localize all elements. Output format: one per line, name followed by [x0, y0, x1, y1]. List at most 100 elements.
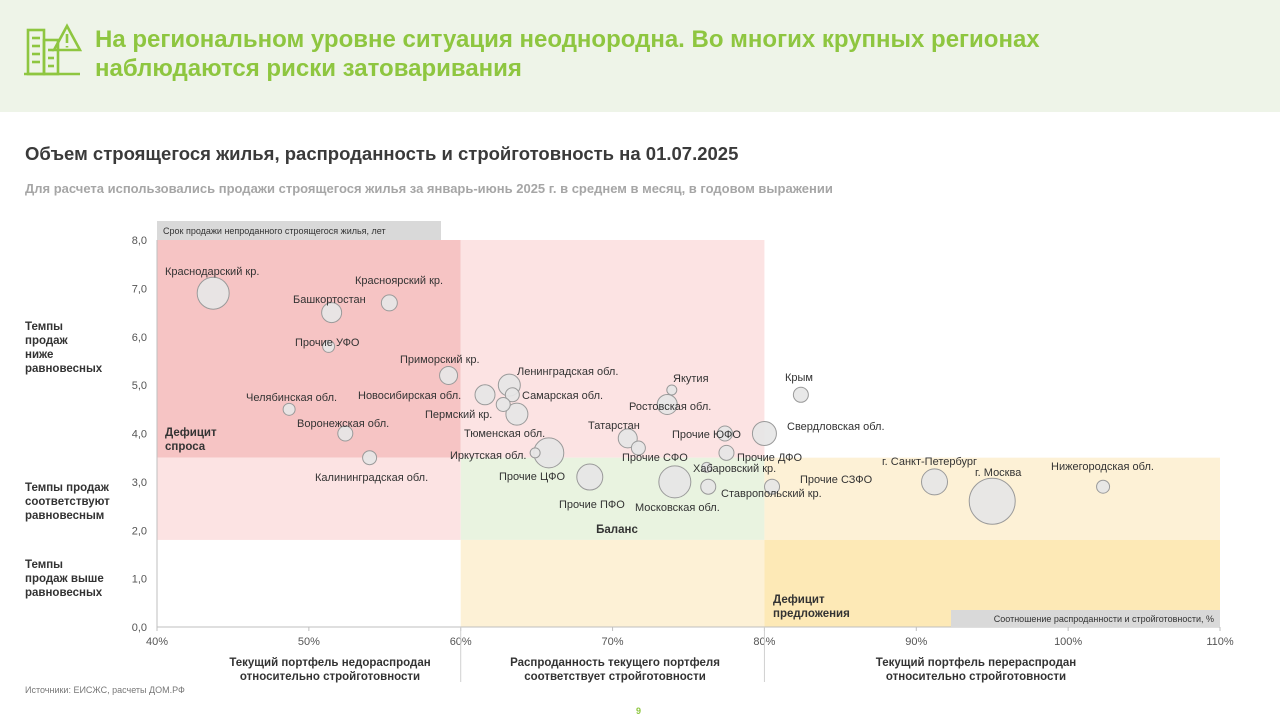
point-label: Тюменская обл.	[464, 428, 545, 440]
point-label: г. Санкт-Петербург	[882, 456, 977, 468]
point-label: Иркутская обл.	[450, 450, 526, 462]
point-label: Прочие СЗФО	[800, 474, 873, 486]
zone-rect	[460, 457, 765, 540]
col-label-right-line: относительно стройготовности	[885, 671, 1067, 683]
point-label: Приморский кр.	[400, 354, 480, 366]
data-point	[196, 276, 230, 310]
row-label-below-line: ниже	[25, 349, 54, 361]
y-tick-label: 3,0	[132, 477, 147, 489]
data-point	[656, 393, 678, 415]
data-point	[439, 365, 459, 385]
point-label: Прочие ДФО	[737, 452, 803, 464]
point-label: Свердловская обл.	[787, 421, 885, 433]
data-point	[701, 461, 713, 473]
page-number: 9	[636, 706, 642, 716]
data-point	[322, 339, 336, 353]
data-point	[576, 463, 604, 491]
zone-rect	[157, 457, 461, 540]
row-label-below-line: продаж	[25, 335, 68, 347]
row-label-above-line: Темпы	[25, 559, 63, 571]
row-label-above: Темпы продаж выше равновесных	[25, 558, 104, 600]
chart-subtitle: Для расчета использовались продажи строя…	[25, 181, 833, 196]
zone-label-demand-deficit: спроса	[165, 441, 206, 453]
x-tick-label: 90%	[905, 636, 927, 648]
point-label: Прочие ЦФО	[499, 471, 565, 483]
col-label-right-line: Текущий портфель перераспродан	[875, 657, 1077, 669]
point-label: Пермский кр.	[425, 409, 492, 421]
point-label: Хабаровский кр.	[693, 463, 776, 475]
x-axis-caption: Соотношение распроданности и стройготовн…	[994, 614, 1214, 624]
col-label-middle: Распроданность текущего портфеля соответ…	[465, 656, 765, 684]
col-label-left: Текущий портфель недораспродан относител…	[180, 656, 480, 684]
source-note: Источники: ЕИСЖС, расчеты ДОМ.РФ	[25, 685, 185, 695]
zone-label-demand-deficit: Дефицит	[165, 427, 217, 439]
y-tick-label: 2,0	[132, 525, 147, 537]
data-point	[630, 440, 646, 456]
col-label-left-line: Текущий портфель недораспродан	[229, 657, 431, 669]
page-title-line2: наблюдаются риски затоваривания	[95, 55, 522, 82]
point-label: Якутия	[673, 373, 709, 385]
point-label: Прочие УФО	[295, 337, 360, 349]
data-point	[495, 396, 511, 412]
data-point	[700, 478, 717, 495]
zone-label-supply-deficit: предложения	[773, 608, 850, 620]
x-tick-label: 100%	[1054, 636, 1082, 648]
x-tick-label: 50%	[298, 636, 320, 648]
header-band: На региональном уровне ситуация неодноро…	[0, 0, 1280, 112]
y-tick-label: 8,0	[132, 235, 147, 247]
point-label: Прочие ПФО	[559, 499, 625, 511]
point-label: Ставропольский кр.	[721, 488, 822, 500]
data-point	[505, 402, 529, 426]
point-label: Ростовская обл.	[629, 401, 711, 413]
row-label-above-line: продаж выше	[25, 573, 104, 585]
y-tick-label: 5,0	[132, 380, 147, 392]
buildings-warning-icon	[24, 23, 82, 76]
zone-label-supply-deficit: Дефицит	[773, 594, 825, 606]
data-point	[666, 384, 678, 396]
point-label: Прочие СФО	[622, 452, 688, 464]
zone-rect	[157, 240, 461, 458]
y-tick-label: 6,0	[132, 332, 147, 344]
point-label: Краснодарский кр.	[165, 266, 259, 278]
point-label: Калининградская обл.	[315, 472, 428, 484]
row-label-below-line: Темпы	[25, 321, 63, 333]
chart-title: Объем строящегося жилья, распроданность …	[25, 143, 739, 164]
data-point	[1096, 479, 1111, 494]
data-point	[718, 444, 735, 461]
data-point	[474, 384, 496, 406]
row-label-equal-line: равновесным	[25, 510, 105, 522]
data-point	[282, 402, 296, 416]
point-label: Челябинская обл.	[246, 392, 337, 404]
point-label: Новосибирская обл.	[358, 390, 461, 402]
zone-rect	[460, 539, 765, 627]
data-point	[529, 447, 541, 459]
row-label-equal-line: Темпы продаж	[25, 482, 109, 494]
y-axis-caption: Срок продажи непроданного строящегося жи…	[163, 226, 386, 236]
y-axis-caption-box	[157, 221, 441, 240]
data-point	[321, 302, 343, 324]
col-label-right: Текущий портфель перераспродан относител…	[826, 656, 1126, 684]
data-point	[716, 425, 733, 442]
point-label: Московская обл.	[635, 502, 720, 514]
col-label-middle-line: соответствует стройготовности	[524, 671, 706, 683]
row-label-equal-line: соответствуют	[25, 496, 110, 508]
point-label: Нижегородская обл.	[1051, 461, 1154, 473]
row-label-above-line: равновесных	[25, 587, 103, 599]
x-tick-label: 110%	[1206, 636, 1234, 648]
page-title: На региональном уровне ситуация неодноро…	[95, 25, 1195, 83]
data-point	[968, 477, 1016, 525]
row-label-equal: Темпы продаж соответствуют равновесным	[25, 481, 110, 523]
point-label: г. Москва	[975, 467, 1022, 479]
point-label: Самарская обл.	[522, 390, 603, 402]
data-point	[337, 425, 354, 442]
row-label-below: Темпы продаж ниже равновесных	[25, 320, 102, 376]
data-point	[792, 386, 809, 403]
x-axis-caption-box	[951, 610, 1220, 627]
data-point	[617, 428, 638, 449]
data-point	[362, 450, 378, 466]
data-point	[504, 387, 520, 403]
x-tick-label: 40%	[146, 636, 168, 648]
data-point	[380, 294, 398, 312]
page-title-line1: На региональном уровне ситуация неодноро…	[95, 26, 1040, 53]
